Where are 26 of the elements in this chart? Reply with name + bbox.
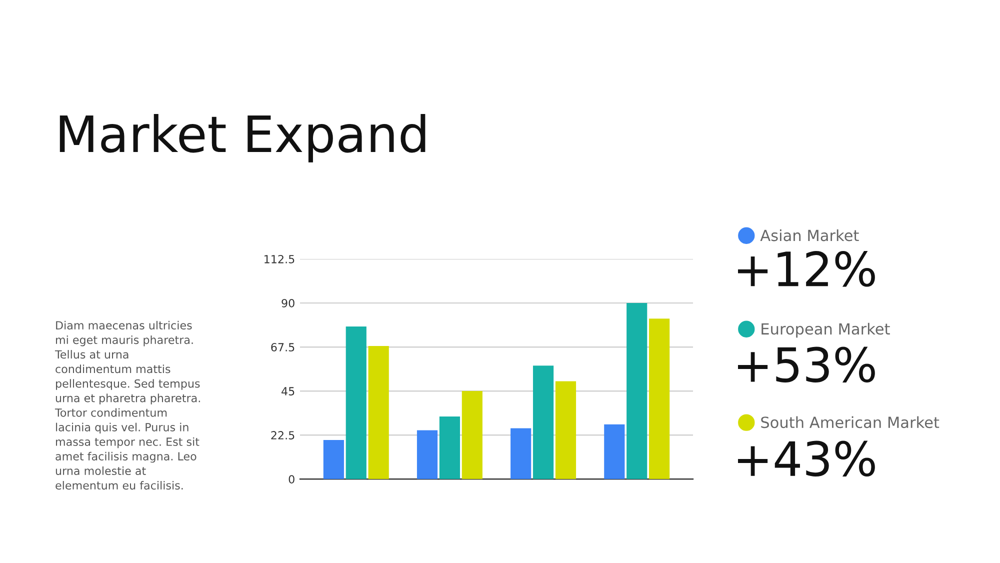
- bar: [323, 440, 344, 480]
- y-tick-label: 45: [282, 387, 294, 396]
- bar: [532, 366, 554, 480]
- bar: [439, 416, 460, 480]
- legend-label: South American Market: [761, 416, 940, 428]
- bar: [368, 346, 389, 480]
- y-tick-label: 0: [288, 475, 294, 484]
- bar: [416, 430, 438, 480]
- text: Diam maecenas ultricies mi eget mauris pharetra. Tellus at urna condimentum mattis pellentesque. Sed tempus urna et pharetra pharetra. Tortor condimentum lacinia quis vel. Purus in massa tempor nec. Est sit amet facilisis magna. Leo urna molestie at elementum eu facilisis.: [54, 320, 200, 490]
- bar: [510, 428, 532, 480]
- text: +53%: [738, 346, 875, 382]
- y-tick-label: 90: [282, 298, 294, 308]
- bar: [604, 424, 625, 480]
- y-tick-label: 112.5: [264, 254, 294, 264]
- bar: [346, 326, 366, 480]
- y-tick-label: 67.5: [271, 343, 294, 352]
- bar: [649, 318, 670, 480]
- legend-label: European Market: [762, 322, 890, 338]
- y-tick-label: 22.5: [271, 431, 294, 440]
- text: +12%: [738, 251, 875, 287]
- legend-label: Asian Market: [760, 229, 859, 242]
- bar: [626, 303, 648, 480]
- bar: [462, 391, 482, 480]
- chart-title: Market Expand: [60, 114, 426, 162]
- text: +43%: [738, 440, 875, 476]
- bar: [555, 381, 576, 480]
